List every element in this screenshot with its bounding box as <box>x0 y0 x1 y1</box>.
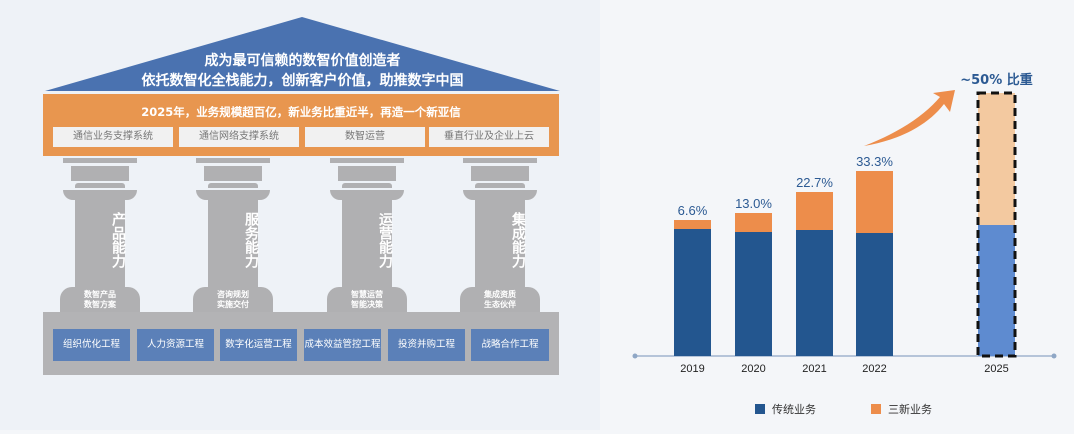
x-tick-label: 2025 <box>984 363 1008 375</box>
bar-2020-new <box>735 213 772 232</box>
pillar-title: 产品能力 <box>110 212 126 268</box>
foundation-item: 投资并购工程 <box>388 329 465 361</box>
x-tick-label: 2019 <box>680 363 704 375</box>
data-label: 22.7% <box>796 175 833 190</box>
goal-band: 2025年，业务规模超百亿，新业务比重近半，再造一个新亚信 通信业务支撑系统 通… <box>43 94 559 156</box>
pillar-base-text: 数智产品 <box>84 290 116 299</box>
axis-end-dot <box>632 353 638 359</box>
bar-2020-traditional <box>735 232 772 356</box>
legend-swatch-traditional <box>755 404 765 414</box>
bar-2025-new <box>978 93 1015 225</box>
data-label: 33.3% <box>856 154 893 169</box>
roof-line-2: 依托数智化全栈能力，创新客户价值，助推数字中国 <box>141 73 464 89</box>
pillar-product: 产品能力 数智产品 数智方案 <box>60 158 140 313</box>
pillar-base-text: 智慧运营 <box>351 290 383 299</box>
x-tick-label: 2020 <box>741 363 765 375</box>
foundation-platform: 组织优化工程 人力资源工程 数字化运营工程 成本效益管控工程 投资并购工程 战略… <box>43 312 559 375</box>
data-label: 13.0% <box>735 196 772 211</box>
business-item: 通信网络支撑系统 <box>179 127 299 147</box>
annotation-label: ~50% 比重 <box>960 72 1033 88</box>
pillar-operation: 运营能力 智慧运营 智能决策 <box>327 158 407 313</box>
pillar-service: 服务能力 咨询规划 实施交付 <box>193 158 273 313</box>
business-mix-chart: 2019 6.6% 2020 13.0% 2021 22.7% 2022 33.3% 2025 ~… <box>600 0 1074 430</box>
bar-2021-traditional <box>796 230 833 356</box>
data-label: 6.6% <box>678 203 708 218</box>
chart-svg: 2019 6.6% 2020 13.0% 2021 22.7% 2022 33.3% 2025 ~… <box>632 72 1057 416</box>
bar-2022-traditional <box>856 233 893 356</box>
pillar-base-text: 实施交付 <box>217 300 249 309</box>
projection-dashed-frame <box>976 91 1017 358</box>
pillar-title: 集成能力 <box>510 212 526 268</box>
business-item: 通信业务支撑系统 <box>53 127 173 147</box>
goal-title: 2025年，业务规模超百亿，新业务比重近半，再造一个新亚信 <box>141 105 461 119</box>
x-tick-label: 2021 <box>802 363 826 375</box>
legend-label-traditional: 传统业务 <box>772 403 816 416</box>
x-tick-label: 2022 <box>862 363 886 375</box>
roof-triangle <box>45 17 560 91</box>
bar-2022-new <box>856 171 893 233</box>
legend-swatch-new <box>871 404 881 414</box>
pillar-base-text: 生态伙伴 <box>484 300 516 309</box>
business-item: 数智运营 <box>305 127 425 147</box>
foundation-item: 数字化运营工程 <box>220 329 297 361</box>
pillar-base-text: 智能决策 <box>351 300 383 309</box>
foundation-item: 战略合作工程 <box>471 329 549 361</box>
bar-2021-new <box>796 192 833 230</box>
strategy-house-diagram: 成为最可信赖的数智价值创造者 依托数智化全栈能力，创新客户价值，助推数字中国 2… <box>43 17 560 375</box>
roof-line-1: 成为最可信赖的数智价值创造者 <box>204 53 401 69</box>
bar-2025-traditional <box>978 225 1015 356</box>
roof <box>45 17 560 91</box>
business-item: 垂直行业及企业上云 <box>429 127 549 147</box>
pillar-title: 运营能力 <box>377 212 393 268</box>
pillar-base-text: 数智方案 <box>84 300 116 309</box>
bar-2019-traditional <box>674 229 711 356</box>
pillar-title: 服务能力 <box>243 212 259 268</box>
pillar-base-text: 咨询规划 <box>217 290 249 299</box>
bar-2019-new <box>674 220 711 229</box>
pillar-base-text: 集成资质 <box>484 290 516 299</box>
pillar-integration: 集成能力 集成资质 生态伙伴 <box>460 158 540 313</box>
foundation-item: 人力资源工程 <box>137 329 214 361</box>
foundation-item: 成本效益管控工程 <box>304 329 381 361</box>
legend-label-new: 三新业务 <box>888 402 932 416</box>
foundation-item: 组织优化工程 <box>53 329 130 361</box>
growth-arrow-icon <box>864 90 955 146</box>
axis-end-dot <box>1051 353 1057 359</box>
